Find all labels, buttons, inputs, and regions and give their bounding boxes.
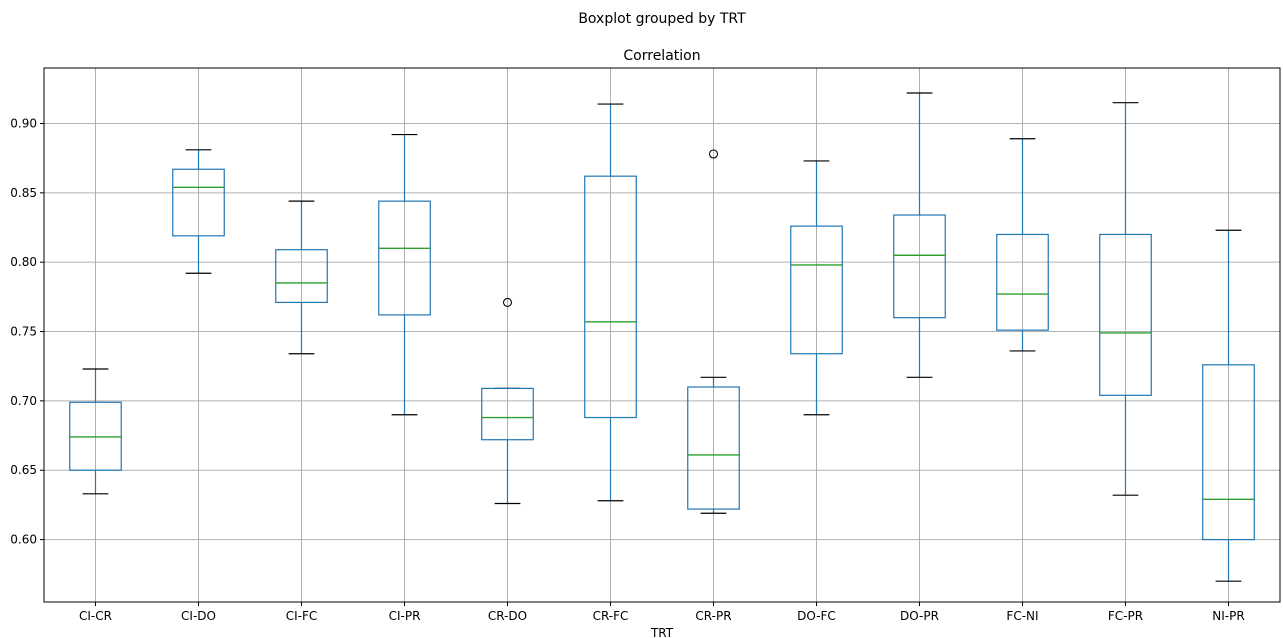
iqr-box	[1202, 364, 1255, 541]
x-tick-label: CI-PR	[389, 609, 421, 623]
outlier-point	[502, 297, 513, 307]
box-group-ci-do	[172, 149, 225, 274]
x-tick-label: CI-DO	[181, 609, 216, 623]
axis-ticks: 0.60 0.65 0.70 0.75 0.80 0.85 0.90 CI-CR CI-DO CI…	[10, 116, 1244, 623]
figure-suptitle: Boxplot grouped by TRT	[578, 11, 746, 27]
iqr-box	[172, 168, 225, 237]
iqr-box	[584, 175, 637, 419]
box-group-do-fc	[790, 160, 843, 416]
iqr-box	[275, 249, 328, 304]
x-tick-label: FC-PR	[1108, 609, 1143, 623]
box-group-cr-pr	[687, 149, 740, 514]
y-tick-label: 0.60	[10, 533, 37, 547]
x-tick-label: DO-FC	[797, 609, 836, 623]
box-group-ci-fc	[275, 200, 328, 355]
iqr-box	[893, 214, 946, 319]
iqr-box	[996, 233, 1049, 331]
iqr-box	[1099, 233, 1152, 396]
x-tick-label: CR-DO	[488, 609, 527, 623]
box-group-cr-fc	[584, 103, 637, 502]
y-tick-label: 0.65	[10, 463, 37, 477]
x-tick-label: FC-NI	[1006, 609, 1038, 623]
y-tick-label: 0.70	[10, 394, 37, 408]
x-tick-label: CR-FC	[593, 609, 629, 623]
axes-title: Correlation	[623, 48, 700, 64]
iqr-box	[481, 387, 534, 441]
box-group-ni-pr	[1202, 229, 1255, 582]
x-tick-label: NI-PR	[1212, 609, 1244, 623]
box-group-ci-cr	[69, 368, 122, 495]
y-tick-label: 0.85	[10, 186, 37, 200]
x-tick-label: CI-FC	[286, 609, 318, 623]
y-tick-label: 0.80	[10, 255, 37, 269]
box-group-ci-pr	[378, 133, 431, 416]
x-tick-label: CI-CR	[79, 609, 112, 623]
iqr-box	[790, 225, 843, 355]
y-tick-label: 0.90	[10, 116, 37, 130]
x-tick-label: DO-PR	[900, 609, 939, 623]
box-group-do-pr	[893, 92, 946, 378]
box-group-fc-pr	[1099, 102, 1152, 496]
plot-area-frame	[43, 67, 1281, 603]
x-tick-label: CR-PR	[695, 609, 731, 623]
y-tick-label: 0.75	[10, 325, 37, 339]
iqr-box	[378, 200, 431, 316]
box-group-cr-do	[481, 297, 534, 505]
boxes-layer	[69, 92, 1255, 582]
iqr-box	[687, 386, 740, 510]
box-group-fc-ni	[996, 138, 1049, 352]
x-axis-label: TRT	[650, 626, 674, 638]
outlier-point	[708, 149, 719, 159]
